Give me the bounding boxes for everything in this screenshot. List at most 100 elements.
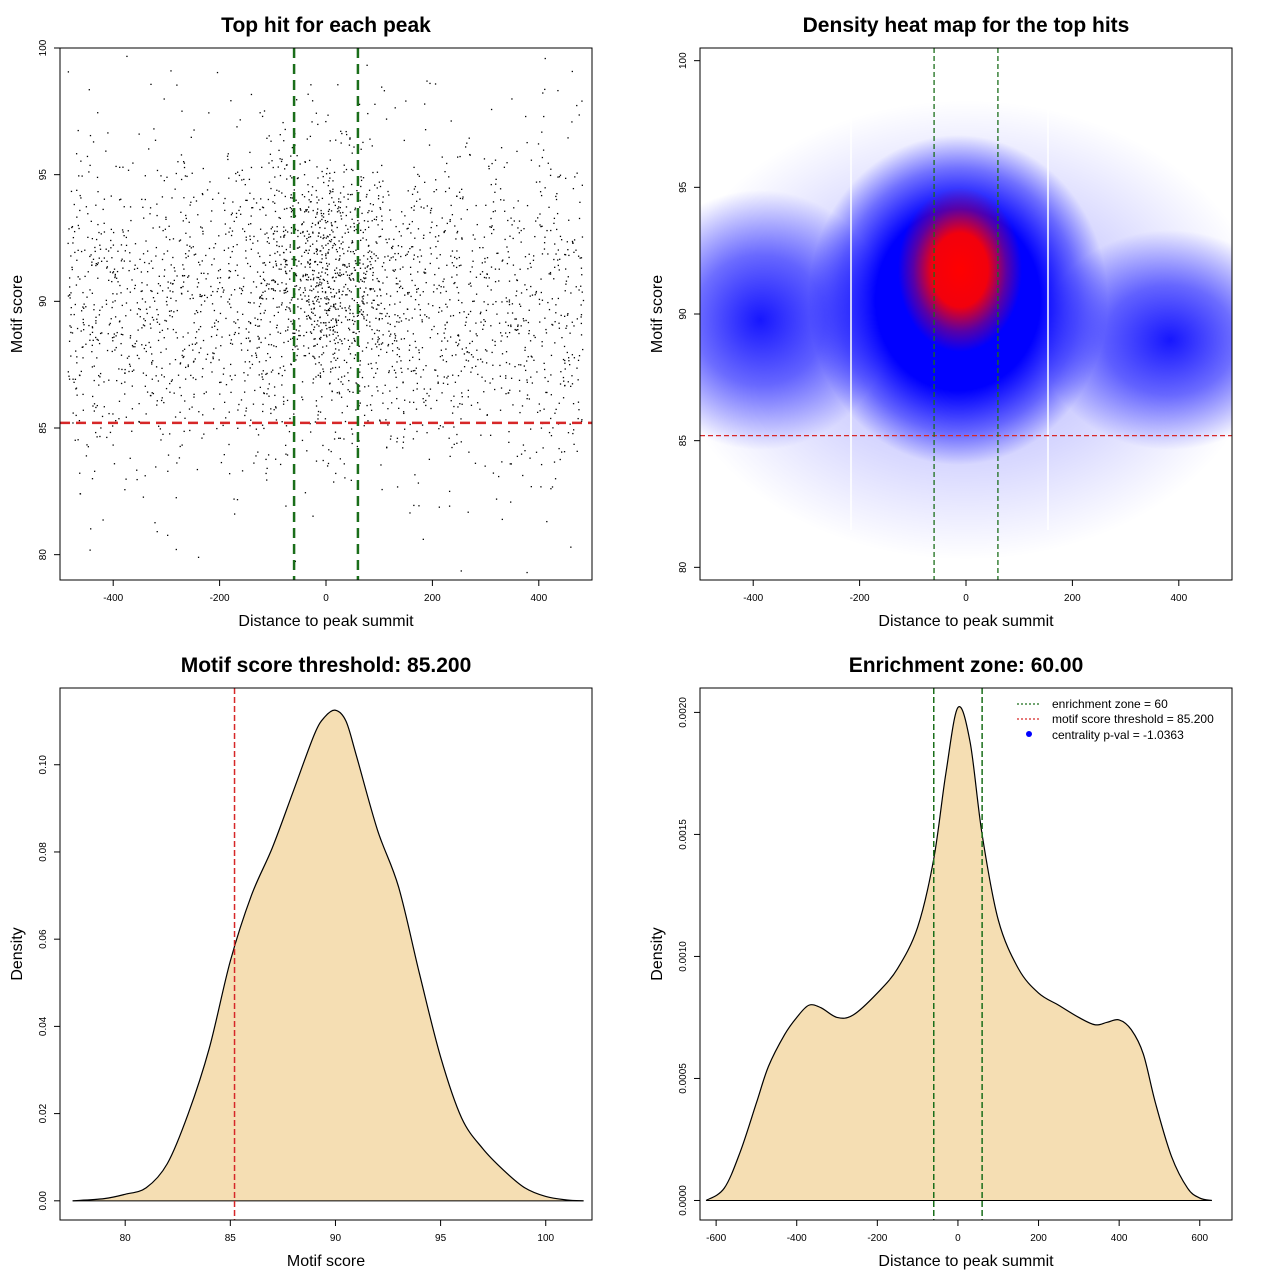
scatter-point [176, 275, 178, 277]
scatter-point [213, 258, 215, 260]
scatter-point [274, 394, 276, 397]
scatter-point [161, 367, 163, 370]
scatter-point [255, 202, 258, 204]
scatter-point [368, 210, 370, 212]
scatter-point [134, 284, 136, 287]
scatter-point [394, 252, 396, 255]
scatter-point [434, 369, 436, 371]
scatter-point [286, 306, 288, 308]
scatter-point [318, 325, 320, 327]
scatter-point [101, 306, 103, 308]
scatter-point [468, 137, 470, 139]
scatter-point [258, 325, 261, 327]
scatter-point [281, 384, 283, 386]
scatter-point [348, 305, 351, 307]
scatter-point [72, 412, 74, 414]
scatter-point [299, 334, 301, 337]
scatter-point [179, 445, 181, 448]
scatter-point [443, 286, 445, 288]
scatter-point [192, 361, 195, 363]
scatter-point [212, 357, 214, 360]
scatter-point [558, 327, 561, 329]
scatter-point [124, 372, 126, 374]
scatter-point [514, 274, 516, 276]
scatter-point [376, 171, 379, 173]
scatter-point [306, 138, 308, 140]
scatter-point [552, 324, 554, 326]
scatter-point [322, 459, 324, 462]
scatter-point [394, 303, 396, 305]
scatter-point [213, 247, 215, 249]
scatter-point [540, 463, 543, 466]
scatter-point [554, 243, 556, 245]
scatter-point [161, 397, 163, 399]
scatter-point [254, 389, 256, 392]
scatter-point [97, 223, 99, 226]
scatter-point [110, 247, 112, 249]
scatter-point [183, 355, 185, 358]
scatter-point [450, 255, 452, 257]
scatter-point [297, 306, 299, 308]
scatter-point [421, 347, 424, 349]
scatter-point [567, 137, 569, 139]
scatter-point [403, 436, 405, 438]
scatter-point [380, 302, 382, 305]
scatter-point [170, 380, 173, 382]
scatter-point [542, 447, 544, 449]
scatter-point [249, 340, 251, 343]
scatter-point [259, 303, 262, 305]
scatter-point [245, 199, 247, 201]
scatter-point [136, 302, 139, 304]
scatter-point [576, 450, 578, 453]
scatter-point [273, 345, 275, 347]
scatter-point [534, 336, 536, 339]
scatter-point [394, 314, 396, 316]
scatter-point [348, 327, 350, 329]
scatter-point [383, 90, 386, 92]
scatter-point [549, 271, 552, 274]
scatter-point [286, 290, 289, 293]
scatter-point [245, 257, 247, 259]
scatter-point [236, 171, 239, 173]
scatter-point [285, 272, 287, 274]
scatter-point [75, 388, 77, 390]
scatter-point [320, 250, 322, 252]
scatter-point [149, 213, 151, 215]
score-density-curve [72, 709, 584, 1202]
scatter-point [290, 211, 293, 213]
scatter-point [111, 257, 113, 259]
scatter-point [547, 253, 549, 255]
scatter-point [485, 277, 487, 279]
scatter-point [161, 374, 163, 376]
scatter-point [252, 242, 254, 244]
scatter-point [505, 377, 507, 379]
scatter-point [449, 219, 451, 221]
scatter-point [284, 128, 286, 131]
scatter-point [337, 378, 340, 380]
scatter-point [271, 160, 273, 162]
scatter-point [388, 371, 390, 374]
scatter-point [311, 269, 314, 272]
scatter-point [283, 226, 285, 228]
scatter-point [136, 469, 138, 471]
scatter-point [498, 322, 501, 324]
scatter-point [128, 269, 130, 272]
scatter-point [269, 261, 271, 263]
heatmap-ylabel: Motif score [649, 275, 666, 353]
scatter-point [438, 427, 440, 430]
scatter-point [103, 257, 106, 259]
scatter-point [501, 301, 503, 303]
scatter-point [144, 475, 146, 477]
scatter-point [321, 287, 323, 289]
scatter-point [547, 301, 549, 304]
scatter-point [68, 340, 71, 342]
scatter-point [348, 246, 350, 249]
scatter-point [361, 212, 363, 215]
scatter-point [350, 273, 353, 275]
scatter-point [399, 301, 401, 303]
scatter-point [341, 343, 343, 345]
scatter-point [419, 309, 421, 311]
scatter-point [259, 297, 261, 299]
scatter-point [205, 391, 207, 393]
scatter-point [264, 337, 267, 339]
